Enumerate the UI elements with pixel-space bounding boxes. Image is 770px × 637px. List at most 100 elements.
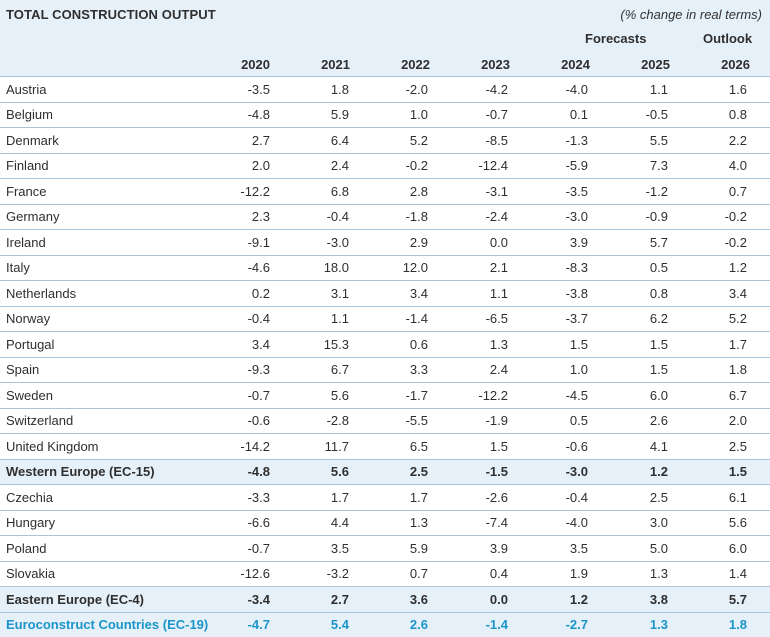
value-cell-2026: 1.8 (670, 612, 770, 637)
value-cell-2026: 4.0 (670, 153, 770, 179)
value-cell-2025: 1.5 (590, 357, 670, 383)
value-cell-2026: 1.6 (670, 77, 770, 103)
forecasts-header: Forecasts (585, 31, 646, 46)
value-cell-2020: -3.3 (200, 485, 270, 511)
value-cell-2023: -1.4 (430, 612, 510, 637)
value-cell-2024: 0.5 (510, 408, 590, 434)
value-cell-2026: 2.2 (670, 128, 770, 154)
value-cell-2026: 1.5 (670, 459, 770, 485)
value-cell-2024: -3.0 (510, 204, 590, 230)
value-cell-2024: -4.0 (510, 510, 590, 536)
value-cell-2025: 1.1 (590, 77, 670, 103)
value-cell-2021: 1.8 (270, 77, 350, 103)
value-cell-2025: 6.2 (590, 306, 670, 332)
value-cell-2025: 1.3 (590, 561, 670, 587)
value-cell-2022: 5.2 (350, 128, 430, 154)
value-cell-2022: 0.6 (350, 332, 430, 358)
value-cell-2020: -9.1 (200, 230, 270, 256)
value-cell-2024: -5.9 (510, 153, 590, 179)
value-cell-2026: 5.7 (670, 587, 770, 613)
country-cell: Switzerland (0, 408, 200, 434)
value-cell-2023: 1.3 (430, 332, 510, 358)
value-cell-2025: 1.2 (590, 459, 670, 485)
value-cell-2025: -0.5 (590, 102, 670, 128)
value-cell-2020: -0.7 (200, 536, 270, 562)
value-cell-2026: 3.4 (670, 281, 770, 307)
value-cell-2023: -6.5 (430, 306, 510, 332)
year-header-2021: 2021 (290, 57, 350, 72)
value-cell-2022: 3.4 (350, 281, 430, 307)
country-cell: Denmark (0, 128, 200, 154)
value-cell-2024: 1.5 (510, 332, 590, 358)
country-cell: Sweden (0, 383, 200, 409)
value-cell-2024: 0.1 (510, 102, 590, 128)
value-cell-2022: 3.6 (350, 587, 430, 613)
value-cell-2020: -4.8 (200, 459, 270, 485)
country-cell: France (0, 179, 200, 205)
value-cell-2021: 2.7 (270, 587, 350, 613)
value-cell-2025: 1.5 (590, 332, 670, 358)
value-cell-2020: -3.4 (200, 587, 270, 613)
value-cell-2023: 1.5 (430, 434, 510, 460)
value-cell-2020: -12.6 (200, 561, 270, 587)
value-cell-2022: -5.5 (350, 408, 430, 434)
value-cell-2022: -1.4 (350, 306, 430, 332)
value-cell-2021: 3.5 (270, 536, 350, 562)
value-cell-2024: 3.9 (510, 230, 590, 256)
value-cell-2026: 2.0 (670, 408, 770, 434)
value-cell-2022: 6.5 (350, 434, 430, 460)
value-cell-2023: 1.1 (430, 281, 510, 307)
value-cell-2026: 1.2 (670, 255, 770, 281)
value-cell-2026: 6.1 (670, 485, 770, 511)
table-title: TOTAL CONSTRUCTION OUTPUT (6, 7, 216, 22)
value-cell-2026: 6.0 (670, 536, 770, 562)
value-cell-2025: 0.5 (590, 255, 670, 281)
country-cell: Czechia (0, 485, 200, 511)
value-cell-2023: 2.4 (430, 357, 510, 383)
country-cell: Eastern Europe (EC-4) (0, 587, 200, 613)
value-cell-2020: -4.8 (200, 102, 270, 128)
value-cell-2023: -8.5 (430, 128, 510, 154)
value-cell-2021: -3.2 (270, 561, 350, 587)
value-cell-2026: 5.2 (670, 306, 770, 332)
value-cell-2025: 5.5 (590, 128, 670, 154)
value-cell-2026: 2.5 (670, 434, 770, 460)
value-cell-2023: -7.4 (430, 510, 510, 536)
value-cell-2023: -1.9 (430, 408, 510, 434)
value-cell-2023: 3.9 (430, 536, 510, 562)
country-cell: Poland (0, 536, 200, 562)
value-cell-2024: -4.5 (510, 383, 590, 409)
value-cell-2024: -4.0 (510, 77, 590, 103)
value-cell-2020: 2.7 (200, 128, 270, 154)
value-cell-2020: 0.2 (200, 281, 270, 307)
value-cell-2023: -0.7 (430, 102, 510, 128)
value-cell-2026: 6.7 (670, 383, 770, 409)
country-cell: Ireland (0, 230, 200, 256)
value-cell-2026: 1.4 (670, 561, 770, 587)
value-cell-2023: 0.0 (430, 587, 510, 613)
year-header-2024: 2024 (530, 57, 590, 72)
value-cell-2023: 0.4 (430, 561, 510, 587)
value-cell-2025: 5.0 (590, 536, 670, 562)
value-cell-2021: 6.4 (270, 128, 350, 154)
value-cell-2020: 2.0 (200, 153, 270, 179)
value-cell-2022: 3.3 (350, 357, 430, 383)
value-cell-2023: 2.1 (430, 255, 510, 281)
value-cell-2024: 1.0 (510, 357, 590, 383)
value-cell-2023: -12.2 (430, 383, 510, 409)
value-cell-2024: -0.4 (510, 485, 590, 511)
